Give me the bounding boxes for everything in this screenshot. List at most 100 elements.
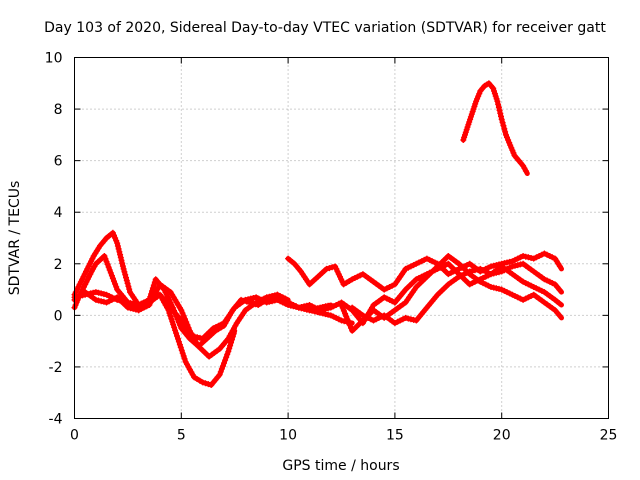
data-point-marker — [290, 302, 297, 308]
data-point-marker — [116, 248, 123, 255]
data-point-marker — [520, 253, 527, 259]
data-point-marker — [205, 381, 212, 388]
data-point-marker — [222, 357, 229, 364]
data-point-marker — [226, 345, 233, 352]
data-point-marker — [497, 110, 504, 117]
data-point-marker — [335, 316, 342, 323]
data-point-marker — [150, 282, 157, 289]
data-point-marker — [179, 350, 186, 357]
data-point-marker — [556, 300, 563, 307]
data-point-marker — [166, 310, 173, 317]
ticks: 0 5 10 15 20 25 -4 -2 0 2 4 6 8 10 — [45, 51, 618, 444]
data-point-marker — [170, 321, 177, 328]
data-point-marker — [514, 294, 521, 301]
data-point-marker — [104, 261, 111, 268]
data-point-marker — [330, 303, 337, 310]
data-point-marker — [549, 254, 556, 261]
data-point-marker — [113, 283, 120, 290]
data-point-marker — [346, 322, 353, 329]
data-point-marker — [338, 317, 345, 324]
data-point-marker — [480, 275, 486, 281]
data-point-marker — [418, 258, 425, 265]
data-point-marker — [530, 284, 537, 290]
data-point-marker — [178, 347, 185, 354]
data-point-marker — [101, 253, 108, 259]
data-point-marker — [469, 280, 476, 287]
x-tick-label: 10 — [279, 428, 297, 444]
data-point-marker — [124, 280, 131, 287]
data-point-marker — [224, 351, 231, 358]
data-point-marker — [111, 278, 117, 285]
data-point-marker — [348, 325, 354, 331]
data-point-marker — [498, 286, 505, 293]
data-point-marker — [106, 267, 113, 273]
data-point-marker — [218, 365, 225, 372]
data-point-marker — [123, 277, 130, 284]
data-point-marker — [167, 312, 174, 319]
series-satellite-track-9 — [460, 80, 530, 176]
data-point-marker — [467, 113, 474, 120]
data-point-marker — [556, 312, 563, 319]
data-point-marker — [389, 298, 396, 305]
y-tick-label: 8 — [54, 102, 63, 118]
grid — [74, 57, 609, 419]
data-point-marker — [319, 306, 326, 313]
data-point-marker — [327, 312, 334, 319]
data-point-marker — [498, 113, 504, 120]
data-point-marker — [95, 297, 102, 304]
data-point-marker — [178, 307, 185, 314]
data-point-marker — [340, 307, 347, 314]
data-point-marker — [496, 107, 503, 114]
data-point-marker — [263, 299, 270, 306]
data-point-marker — [202, 380, 209, 387]
data-point-marker — [378, 313, 385, 320]
data-point-marker — [126, 286, 133, 293]
data-point-marker — [325, 311, 332, 318]
data-point-marker — [285, 299, 292, 306]
data-point-marker — [517, 254, 524, 261]
data-point-marker — [117, 254, 124, 261]
data-point-marker — [106, 293, 113, 299]
data-point-marker — [402, 314, 409, 321]
data-point-marker — [381, 286, 388, 293]
data-point-marker — [458, 272, 465, 279]
y-tick-label: -4 — [49, 412, 63, 428]
data-point-marker — [345, 319, 352, 326]
data-point-marker — [105, 264, 112, 271]
data-point-marker — [482, 273, 489, 280]
data-point-marker — [103, 291, 110, 298]
x-tick-label: 15 — [386, 428, 404, 444]
data-point-marker — [269, 298, 276, 305]
data-point-marker — [227, 342, 234, 349]
data-point-marker — [354, 273, 361, 280]
data-point-marker — [217, 368, 224, 375]
y-axis-title: SDTVAR / TECUs — [7, 181, 23, 296]
chart-title: Day 103 of 2020, Sidereal Day-to-day VTE… — [44, 20, 606, 36]
data-point-marker — [298, 304, 305, 310]
data-point-marker — [119, 260, 126, 267]
data-point-marker — [528, 282, 535, 289]
x-tick-label: 0 — [70, 428, 79, 444]
data-point-marker — [544, 251, 551, 258]
data-point-marker — [177, 344, 184, 351]
data-point-marker — [303, 302, 310, 309]
data-point-marker — [90, 289, 97, 296]
data-point-marker — [339, 304, 346, 311]
data-point-marker — [538, 251, 545, 258]
data-point-marker — [442, 262, 449, 269]
data-point-marker — [498, 116, 505, 123]
data-point-marker — [274, 296, 281, 303]
data-point-marker — [172, 327, 179, 334]
series-satellite-track-4 — [71, 289, 355, 342]
data-point-marker — [477, 265, 484, 272]
data-point-marker — [109, 275, 116, 282]
data-point-marker — [525, 254, 532, 261]
data-point-marker — [98, 290, 105, 297]
data-point-marker — [338, 302, 345, 308]
data-point-marker — [329, 264, 336, 271]
series-line — [72, 230, 238, 388]
data-point-marker — [135, 302, 142, 308]
x-tick-label: 5 — [177, 428, 186, 444]
series-satellite-track-2 — [71, 253, 291, 360]
data-point-marker — [181, 355, 188, 362]
